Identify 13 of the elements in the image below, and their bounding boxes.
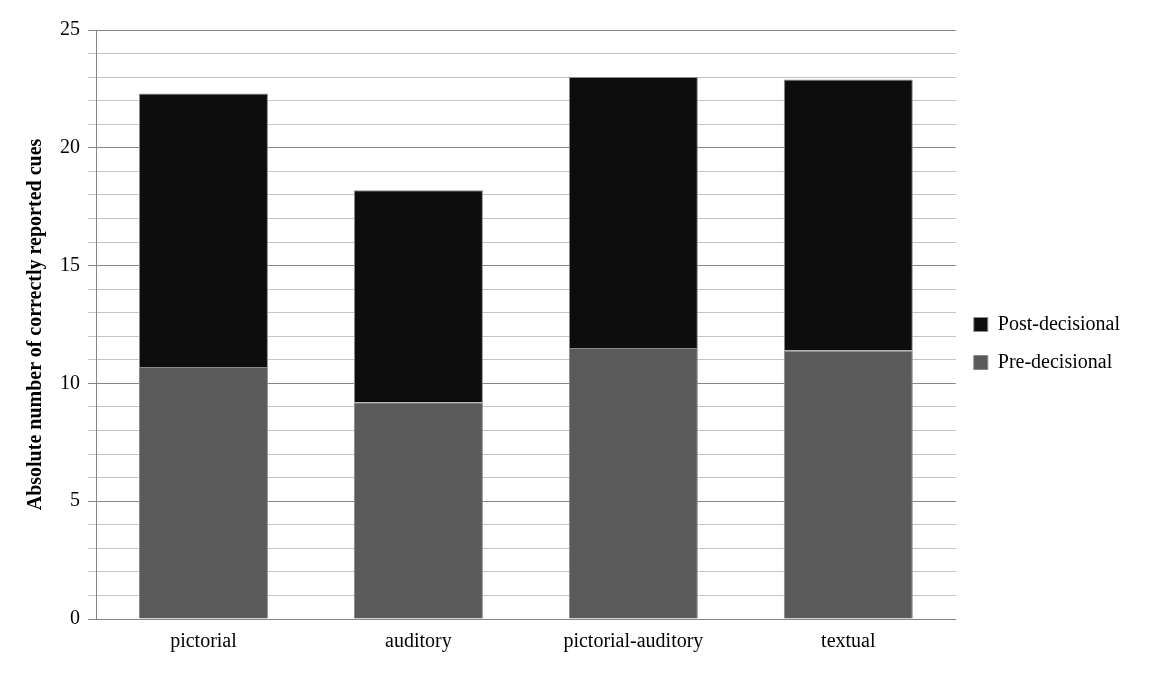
y-tick-label: 0 [70, 606, 80, 629]
y-tick-label: 5 [70, 488, 80, 511]
y-tick-label: 25 [60, 17, 80, 40]
x-tick-label: auditory [385, 629, 452, 653]
x-tick-label: pictorial [170, 629, 238, 653]
x-tick-label: textual [821, 629, 876, 652]
y-axis-title: Absolute number of correctly reported cues [23, 138, 47, 511]
x-tick-label: pictorial-auditory [563, 629, 704, 653]
y-tick-label: 10 [60, 370, 80, 393]
legend-label: Post-decisional [997, 311, 1121, 334]
y-tick-label: 15 [60, 252, 80, 275]
y-tick-label: 20 [60, 135, 80, 158]
legend-label: Pre-decisional [997, 349, 1113, 372]
